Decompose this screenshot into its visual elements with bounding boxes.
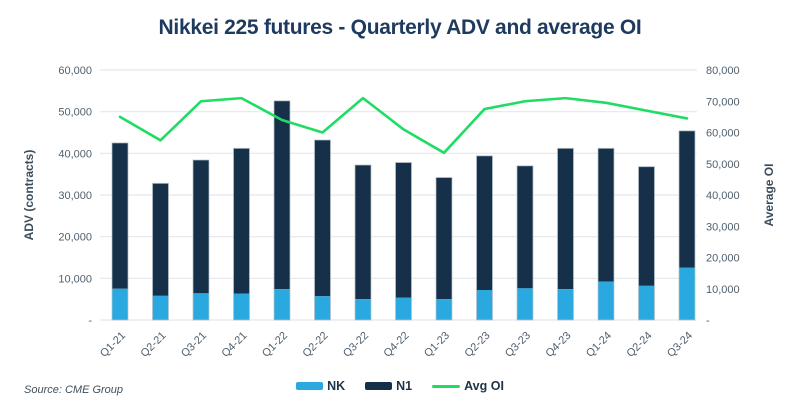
bar-outline bbox=[233, 147, 250, 321]
y-tick-left: 60,000 bbox=[58, 65, 92, 77]
x-tick-label: Q4-22 bbox=[382, 330, 412, 360]
x-tick-label: Q4-23 bbox=[544, 330, 574, 360]
legend-label-nk: NK bbox=[327, 379, 346, 393]
nk-swatch bbox=[296, 382, 324, 390]
y-tick-left: 40,000 bbox=[58, 148, 92, 160]
legend-item-avg-oi: Avg OI bbox=[432, 379, 504, 393]
y-tick-left: 30,000 bbox=[58, 190, 92, 202]
bar-n1 bbox=[112, 142, 128, 289]
bar-nk bbox=[314, 296, 331, 320]
y-tick-right: 60,000 bbox=[706, 128, 740, 140]
bar-outline bbox=[516, 165, 534, 321]
bar-outline bbox=[395, 162, 412, 321]
bar-n1 bbox=[598, 148, 614, 282]
n1-swatch bbox=[365, 382, 393, 390]
x-tick-label: Q2-24 bbox=[625, 330, 655, 360]
x-tick-label: Q1-21 bbox=[98, 330, 128, 360]
bar-nk bbox=[517, 288, 533, 320]
bar-outline bbox=[152, 182, 169, 321]
bar-nk bbox=[193, 293, 209, 320]
legend-item-nk: NK bbox=[296, 379, 345, 393]
legend: NK N1 Avg OI bbox=[0, 379, 800, 393]
bar-n1 bbox=[152, 183, 169, 296]
bar-nk bbox=[598, 281, 614, 320]
bar-outline bbox=[111, 142, 129, 321]
bar-nk bbox=[436, 299, 452, 320]
bar-n1 bbox=[274, 100, 290, 290]
y-tick-right: 50,000 bbox=[706, 159, 740, 171]
chart-title: Nikkei 225 futures - Quarterly ADV and a… bbox=[158, 16, 642, 39]
y-tick-right: 30,000 bbox=[706, 221, 740, 233]
y-tick-right: 80,000 bbox=[706, 65, 740, 77]
avg-oi-line bbox=[118, 96, 689, 155]
bar-outline bbox=[557, 147, 574, 321]
bar-nk bbox=[476, 290, 493, 320]
x-tick-label: Q1-23 bbox=[422, 330, 452, 360]
bar-nk bbox=[557, 289, 574, 320]
avg-oi-line-swatch bbox=[432, 384, 461, 388]
bar-n1 bbox=[476, 155, 493, 290]
y-tick-right: 20,000 bbox=[706, 253, 740, 265]
y-tick-left: 20,000 bbox=[58, 232, 92, 244]
y-tick-right: 10,000 bbox=[706, 284, 740, 296]
bar-n1 bbox=[193, 160, 209, 294]
bar-n1 bbox=[314, 140, 331, 297]
bar-outline bbox=[638, 166, 655, 321]
x-tick-label: Q2-21 bbox=[139, 330, 169, 360]
bar-nk bbox=[233, 293, 250, 320]
bar-nk bbox=[355, 299, 371, 320]
bar-nk bbox=[638, 285, 655, 320]
bar-n1 bbox=[436, 177, 452, 300]
x-tick-label: Q1-22 bbox=[260, 330, 290, 360]
y-tick-left: 10,000 bbox=[58, 273, 92, 285]
y-tick-left: - bbox=[88, 315, 92, 327]
bar-nk bbox=[274, 289, 290, 320]
bar-outline bbox=[678, 130, 696, 321]
x-tick-label: Q3-21 bbox=[179, 330, 209, 360]
bar-nk bbox=[112, 288, 128, 320]
x-tick-label: Q1-24 bbox=[584, 330, 614, 360]
bar-nk bbox=[152, 295, 169, 320]
legend-label-avg-oi: Avg OI bbox=[464, 379, 504, 393]
legend-item-n1: N1 bbox=[365, 379, 412, 393]
bar-outline bbox=[273, 100, 291, 321]
bar-n1 bbox=[395, 162, 412, 298]
bar-outline bbox=[314, 139, 331, 321]
x-tick-label: Q2-23 bbox=[463, 330, 493, 360]
x-tick-label: Q3-23 bbox=[503, 330, 533, 360]
bar-outline bbox=[597, 147, 615, 321]
legend-label-n1: N1 bbox=[396, 379, 413, 393]
bar-n1 bbox=[679, 130, 695, 268]
y-tick-left: 50,000 bbox=[58, 107, 92, 119]
bar-n1 bbox=[557, 148, 574, 290]
bar-n1 bbox=[517, 165, 533, 289]
x-tick-label: Q3-24 bbox=[665, 330, 695, 360]
x-tick-label: Q4-21 bbox=[220, 330, 250, 360]
bar-outline bbox=[476, 155, 493, 321]
bar-nk bbox=[679, 267, 695, 320]
y-tick-right: 40,000 bbox=[706, 190, 740, 202]
bar-outline bbox=[354, 164, 372, 321]
bar-n1 bbox=[638, 166, 655, 286]
y-tick-right: - bbox=[706, 315, 710, 327]
source-note: Source: CME Group bbox=[24, 384, 124, 396]
bar-outline bbox=[192, 159, 210, 321]
bar-n1 bbox=[233, 148, 250, 294]
x-tick-label: Q3-22 bbox=[341, 330, 371, 360]
x-tick-label: Q2-22 bbox=[301, 330, 331, 360]
y-tick-right: 70,000 bbox=[706, 96, 740, 108]
bar-outline bbox=[435, 177, 453, 321]
bar-nk bbox=[395, 297, 412, 320]
bar-n1 bbox=[355, 165, 371, 300]
